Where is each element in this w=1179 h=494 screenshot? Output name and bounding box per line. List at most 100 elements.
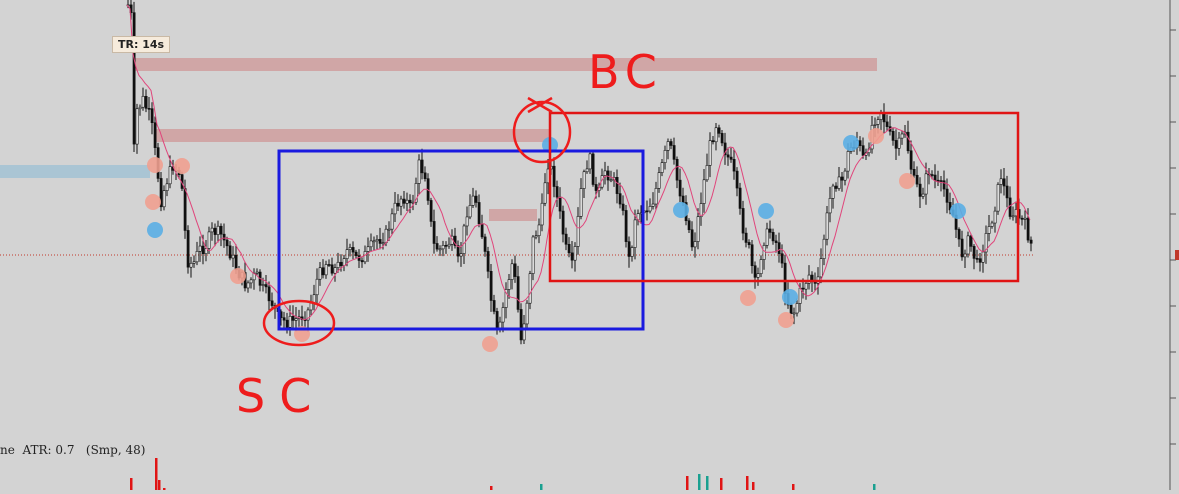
signal-dot: [868, 128, 884, 144]
candle-body: [603, 170, 607, 176]
resistance-band-top: [135, 58, 877, 71]
candle-body: [972, 246, 976, 259]
candle-body: [528, 273, 532, 304]
candle-body: [165, 183, 169, 191]
candle-body: [756, 273, 760, 278]
candle-body: [309, 302, 313, 311]
signal-dot: [950, 203, 966, 219]
candle-body: [984, 233, 988, 253]
candle-body: [921, 193, 925, 197]
candle-body: [981, 251, 985, 263]
candle-body: [582, 171, 586, 189]
candle-body: [618, 193, 622, 205]
candle-body: [1020, 217, 1024, 220]
candle-body: [231, 254, 235, 259]
candle-body: [510, 263, 514, 280]
sc-annotation: SC: [236, 369, 325, 423]
candle-body: [306, 309, 310, 321]
candle-body: [696, 216, 700, 242]
candle-body: [690, 229, 694, 248]
candle-body: [681, 195, 685, 203]
candle-body: [759, 259, 763, 275]
atr-indicator-label: ne ATR: 0.7 (Smp, 48): [0, 443, 146, 457]
candle-body: [492, 300, 496, 312]
candle-body: [621, 203, 625, 211]
candle-body: [141, 95, 145, 108]
candle-body: [246, 282, 250, 289]
signal-dots: [145, 128, 966, 352]
candle-body: [210, 227, 214, 233]
candle-body: [762, 245, 766, 260]
signal-dot: [147, 222, 163, 238]
volume-bar: [873, 484, 876, 490]
candle-body: [489, 270, 493, 301]
candle-body: [465, 216, 469, 227]
candle-body: [432, 221, 436, 244]
candle-body: [504, 289, 508, 308]
candle-body: [336, 261, 340, 268]
candle-body: [915, 174, 919, 185]
candle-body: [522, 323, 526, 341]
candle-body: [822, 238, 826, 259]
candle-body: [1023, 217, 1027, 220]
candle-body: [1026, 217, 1030, 241]
signal-dot: [758, 203, 774, 219]
candle-body: [789, 304, 793, 314]
candle-body: [873, 124, 877, 126]
candle-body: [732, 159, 736, 172]
candle-body: [285, 319, 289, 328]
candle-body: [558, 196, 562, 212]
support-band-left: [0, 165, 150, 178]
candle-body: [183, 188, 187, 231]
candle-body: [435, 243, 439, 250]
candle-body: [315, 278, 319, 296]
signal-dot: [782, 289, 798, 305]
candle-body: [714, 127, 718, 143]
candle-body: [726, 154, 730, 158]
candle-body: [606, 170, 610, 181]
candle-body: [360, 260, 364, 263]
candle-body: [687, 220, 691, 231]
candle-body: [843, 170, 847, 181]
candle-body: [990, 222, 994, 227]
candle-body: [159, 178, 163, 208]
candle-body: [987, 226, 991, 234]
candle-body: [963, 253, 967, 258]
signal-dot: [673, 202, 689, 218]
candle-body: [735, 170, 739, 189]
candle-body: [669, 141, 673, 146]
candle-body: [699, 203, 703, 218]
volume-bar: [686, 476, 689, 490]
candle-body: [774, 240, 778, 243]
signal-dot: [778, 312, 794, 328]
candle-body: [372, 240, 376, 243]
candle-body: [819, 258, 823, 278]
candle-body: [381, 242, 385, 245]
candle-body: [624, 210, 628, 242]
candle-body: [393, 202, 397, 215]
candle-body: [414, 183, 418, 203]
candle-body: [438, 248, 442, 251]
candle-body: [216, 225, 220, 235]
candle-body: [363, 251, 367, 263]
volume-bar: [720, 478, 723, 490]
candle-body: [234, 254, 238, 271]
candle-body: [327, 264, 331, 266]
resistance-band-mid: [155, 129, 550, 142]
candle-body: [144, 95, 148, 109]
candle-body: [891, 130, 895, 141]
candle-body: [423, 172, 427, 179]
candle-body: [153, 122, 157, 148]
candle-body: [648, 206, 652, 212]
candle-body: [228, 245, 232, 259]
candle-body: [711, 140, 715, 143]
candle-body: [723, 142, 727, 156]
candle-body: [255, 271, 259, 274]
candle-body: [399, 198, 403, 207]
price-tag-marker: [1175, 250, 1179, 260]
candle-body: [189, 262, 193, 268]
candle-body: [264, 284, 268, 288]
candle-body: [354, 251, 358, 256]
candle-body: [579, 188, 583, 217]
